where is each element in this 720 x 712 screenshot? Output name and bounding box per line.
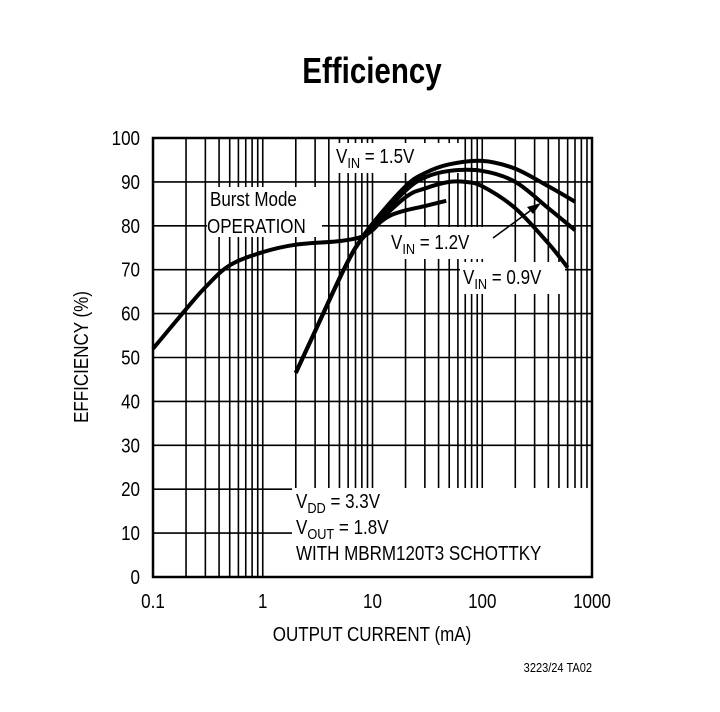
arrowhead-icon bbox=[527, 203, 541, 214]
y-axis-label: EFFICIENCY (%) bbox=[70, 291, 93, 423]
y-tick-label: 30 bbox=[121, 434, 140, 457]
vdd-condition-label: VDD = 3.3V bbox=[296, 490, 381, 517]
chart-title: Efficiency bbox=[302, 50, 442, 90]
vout-condition-label: VOUT = 1.8V bbox=[296, 516, 389, 543]
vin-1-5v-label: VIN = 1.5V bbox=[336, 145, 415, 172]
y-tick-label: 0 bbox=[131, 566, 140, 589]
label-background bbox=[207, 187, 322, 237]
label-masks bbox=[207, 143, 592, 576]
y-tick-label: 70 bbox=[121, 258, 140, 281]
pointer-arrow-line bbox=[492, 207, 535, 239]
label-background bbox=[388, 227, 493, 259]
x-tick-label: 1 bbox=[258, 590, 267, 613]
y-tick-label: 80 bbox=[121, 214, 140, 237]
curve-burst-mode bbox=[151, 198, 447, 351]
x-axis-label: OUTPUT CURRENT (mA) bbox=[273, 623, 472, 646]
plot-frame bbox=[151, 136, 594, 579]
y-tick-label: 50 bbox=[121, 346, 140, 369]
y-tick-label: 40 bbox=[121, 390, 140, 413]
label-background bbox=[292, 488, 592, 576]
y-tick-label: 60 bbox=[121, 302, 140, 325]
schottky-condition-label: WITH MBRM120T3 SCHOTTKY bbox=[296, 542, 541, 565]
label-background bbox=[460, 262, 565, 294]
burst-mode-label-line2: OPERATION bbox=[207, 215, 306, 238]
burst-mode-label: Burst Mode bbox=[210, 188, 297, 211]
y-tick-label: 10 bbox=[121, 522, 140, 545]
x-tick-label: 0.1 bbox=[141, 590, 165, 613]
y-tick-label: 100 bbox=[112, 127, 140, 150]
x-tick-label: 1000 bbox=[573, 590, 611, 613]
vin-1-2v-label: VIN = 1.2V bbox=[391, 231, 470, 258]
curve-vin-0-9v bbox=[293, 179, 570, 374]
x-tick-label: 10 bbox=[363, 590, 382, 613]
x-tick-label: 100 bbox=[468, 590, 496, 613]
curves bbox=[151, 158, 577, 374]
figure-id: 3223/24 TA02 bbox=[524, 660, 593, 675]
vin-0-9v-label: VIN = 0.9V bbox=[463, 266, 542, 293]
y-tick-label: 20 bbox=[121, 478, 140, 501]
y-tick-label: 90 bbox=[121, 171, 140, 194]
